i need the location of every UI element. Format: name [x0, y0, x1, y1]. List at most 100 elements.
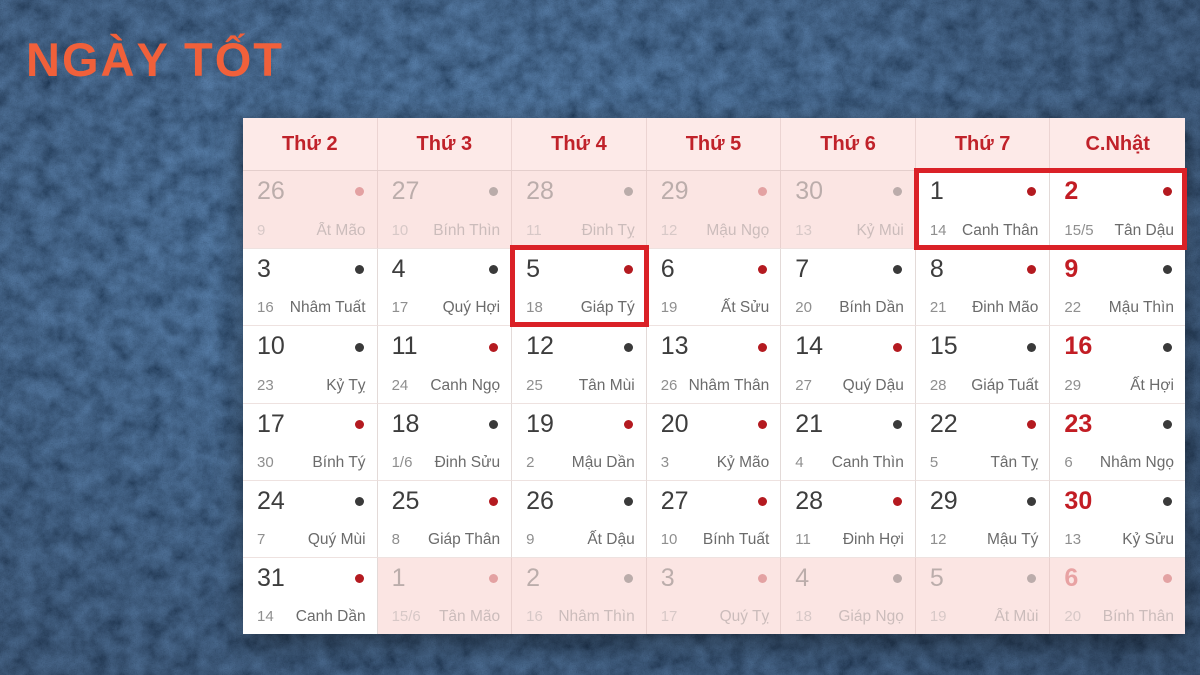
can-chi-label: Đinh Mão — [972, 299, 1039, 317]
calendar-cell-day-4[interactable]: 4 18 Giáp Ngọ — [781, 556, 916, 635]
calendar-cell-day-5[interactable]: 5 19 Ất Mùi — [915, 556, 1051, 635]
solar-day-number: 3 — [257, 255, 271, 284]
calendar-cell-day-30[interactable]: 30 13 Kỷ Sửu — [1050, 479, 1185, 557]
calendar-cell-day-23[interactable]: 23 6 Nhâm Ngọ — [1050, 402, 1185, 480]
calendar-cell-day-26[interactable]: 26 9 Ất Mão — [243, 171, 378, 249]
solar-day-number: 14 — [795, 332, 824, 361]
calendar-cell-day-22[interactable]: 22 5 Tân Tỵ — [915, 402, 1051, 480]
lunar-day-number: 25 — [526, 376, 543, 394]
solar-day-number: 5 — [526, 255, 541, 284]
calendar-cell-day-10[interactable]: 10 23 Kỷ Tỵ — [243, 325, 378, 403]
day-dot-icon — [623, 574, 633, 584]
calendar-cell-day-28[interactable]: 28 11 Đinh Hợi — [781, 479, 916, 557]
weekday-header-sun: C.Nhật — [1085, 132, 1150, 155]
solar-day-number: 19 — [526, 409, 554, 438]
lunar-day-number: 9 — [526, 530, 535, 548]
calendar-cell-day-4[interactable]: 4 17 Quý Hợi — [377, 248, 513, 326]
can-chi-label: Ất Hợi — [1130, 376, 1174, 394]
calendar-cell-day-2[interactable]: 2 16 Nhâm Thìn — [512, 556, 647, 635]
good-day-dot-icon — [758, 265, 768, 275]
calendar-cell-day-6[interactable]: 6 19 Ất Sửu — [646, 248, 782, 326]
solar-day-number: 18 — [391, 409, 420, 438]
can-chi-label: Canh Dần — [295, 608, 366, 626]
calendar-cell-day-9[interactable]: 9 22 Mậu Thìn — [1050, 248, 1185, 326]
solar-day-number: 22 — [929, 409, 958, 438]
week-row-4: 17 30 Bính Tý 18 1/6 Đinh Sửu 19 2 Mậu Dần 20 3 Kỷ … — [243, 402, 1185, 480]
day-dot-icon — [1162, 265, 1172, 275]
can-chi-label: Canh Thìn — [831, 453, 904, 471]
calendar-cell-day-25[interactable]: 25 8 Giáp Thân — [377, 479, 513, 557]
calendar-cell-day-19[interactable]: 19 2 Mậu Dần — [512, 402, 647, 480]
lunar-day-number: 12 — [660, 222, 678, 240]
can-chi-label: Nhâm Thân — [688, 376, 770, 394]
solar-day-number: 17 — [257, 409, 285, 438]
calendar-cell-day-7[interactable]: 7 20 Bính Dần — [781, 248, 916, 326]
calendar-cell-day-31[interactable]: 31 14 Canh Dần — [243, 556, 378, 635]
solar-day-number: 26 — [257, 177, 285, 205]
calendar-cell-day-18[interactable]: 18 1/6 Đinh Sửu — [377, 402, 513, 480]
calendar-cell-day-28[interactable]: 28 11 Đinh Tỵ — [512, 171, 647, 249]
calendar-cell-day-30[interactable]: 30 13 Kỷ Mùi — [781, 171, 916, 249]
calendar-cell-day-29[interactable]: 29 12 Mậu Ngọ — [646, 171, 782, 249]
calendar-cell-day-27[interactable]: 27 10 Bính Tuất — [646, 479, 782, 557]
good-day-dot-icon — [1027, 187, 1037, 197]
day-dot-icon — [623, 187, 633, 197]
solar-day-number: 4 — [391, 255, 406, 284]
can-chi-label: Tân Mão — [438, 608, 501, 626]
calendar-cell-day-13[interactable]: 13 26 Nhâm Thân — [646, 325, 782, 403]
good-day-dot-icon — [758, 419, 768, 429]
weekday-header-row: Thứ 2 Thứ 3 Thứ 4 Thứ 5 Thứ 6 Thứ 7 C.Nh… — [243, 118, 1185, 171]
calendar-cell-day-21[interactable]: 21 4 Canh Thìn — [781, 402, 916, 480]
solar-day-number: 3 — [660, 563, 675, 592]
solar-day-number: 15 — [929, 332, 958, 361]
week-row-1: 26 9 Ất Mão 27 10 Bính Thìn 28 11 Đinh Tỵ 29 12 Mậu… — [243, 171, 1185, 249]
calendar-cell-day-24[interactable]: 24 7 Quý Mùi — [243, 479, 378, 557]
can-chi-label: Nhâm Tuất — [289, 299, 366, 317]
day-dot-icon — [354, 496, 364, 506]
good-day-dot-icon — [354, 419, 364, 429]
lunar-day-number: 5 — [929, 453, 939, 471]
calendar-cell-day-20[interactable]: 20 3 Kỷ Mão — [646, 402, 782, 480]
day-dot-icon — [892, 265, 902, 275]
can-chi-label: Mậu Tý — [987, 530, 1039, 548]
good-day-dot-icon — [623, 419, 633, 429]
lunar-day-number: 11 — [795, 530, 811, 548]
lunar-day-number: 9 — [257, 222, 266, 240]
can-chi-label: Mậu Thìn — [1108, 299, 1174, 317]
calendar-cell-day-27[interactable]: 27 10 Bính Thìn — [377, 171, 513, 249]
calendar-cell-day-3[interactable]: 3 16 Nhâm Tuất — [243, 248, 378, 326]
good-day-dot-icon — [1027, 419, 1037, 429]
good-day-dot-icon — [1162, 187, 1172, 197]
can-chi-label: Giáp Ngọ — [838, 608, 904, 626]
calendar-cell-day-5[interactable]: 5 18 Giáp Tý — [512, 248, 647, 326]
calendar-cell-day-29[interactable]: 29 12 Mậu Tý — [915, 479, 1051, 557]
calendar-cell-day-2[interactable]: 2 15/5 Tân Dậu — [1050, 171, 1185, 249]
calendar-cell-day-11[interactable]: 11 24 Canh Ngọ — [377, 325, 513, 403]
calendar-cell-day-12[interactable]: 12 25 Tân Mùi — [512, 325, 647, 403]
calendar-cell-day-16[interactable]: 16 29 Ất Hợi — [1050, 325, 1185, 403]
calendar-cell-day-15[interactable]: 15 28 Giáp Tuất — [915, 325, 1051, 403]
calendar-cell-day-17[interactable]: 17 30 Bính Tý — [243, 402, 378, 480]
weekday-header-tue: Thứ 3 — [378, 118, 513, 170]
calendar-cell-day-6[interactable]: 6 20 Bính Thân — [1050, 556, 1185, 635]
can-chi-label: Kỷ Tỵ — [326, 376, 366, 394]
lunar-day-number: 10 — [391, 222, 409, 240]
calendar-cell-day-26[interactable]: 26 9 Ất Dậu — [512, 479, 647, 557]
calendar-cell-day-1[interactable]: 1 15/6 Tân Mão — [377, 556, 513, 635]
day-dot-icon — [892, 187, 902, 197]
calendar-cell-day-3[interactable]: 3 17 Quý Tỵ — [646, 556, 782, 635]
can-chi-label: Ất Sửu — [720, 299, 770, 317]
good-day-dot-icon — [1162, 574, 1172, 584]
calendar-weeks: 26 9 Ất Mão 27 10 Bính Thìn 28 11 Đinh Tỵ 29 12 Mậu… — [243, 168, 1187, 635]
lunar-day-number: 16 — [257, 299, 274, 317]
calendar-cell-day-1[interactable]: 1 14 Canh Thân — [915, 171, 1051, 249]
lunar-day-number: 22 — [1064, 299, 1082, 317]
solar-day-number: 13 — [660, 332, 689, 361]
day-dot-icon — [623, 496, 633, 506]
day-dot-icon — [1027, 496, 1037, 506]
calendar-cell-day-8[interactable]: 8 21 Đinh Mão — [915, 248, 1051, 326]
good-day-dot-icon — [489, 342, 499, 352]
lunar-day-number: 4 — [795, 453, 804, 471]
calendar-cell-day-14[interactable]: 14 27 Quý Dậu — [781, 325, 916, 403]
